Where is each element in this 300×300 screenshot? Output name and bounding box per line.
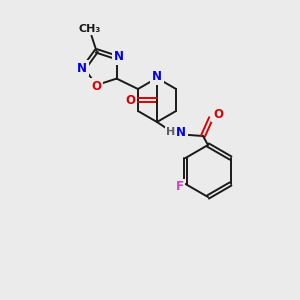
Text: O: O <box>125 94 135 106</box>
Text: N: N <box>152 70 162 83</box>
Text: H: H <box>167 127 176 137</box>
Text: O: O <box>213 107 223 121</box>
Text: CH₃: CH₃ <box>78 24 100 34</box>
Text: F: F <box>176 181 184 194</box>
Text: N: N <box>114 50 124 63</box>
Text: N: N <box>176 125 186 139</box>
Text: N: N <box>77 61 87 74</box>
Text: O: O <box>92 80 101 93</box>
